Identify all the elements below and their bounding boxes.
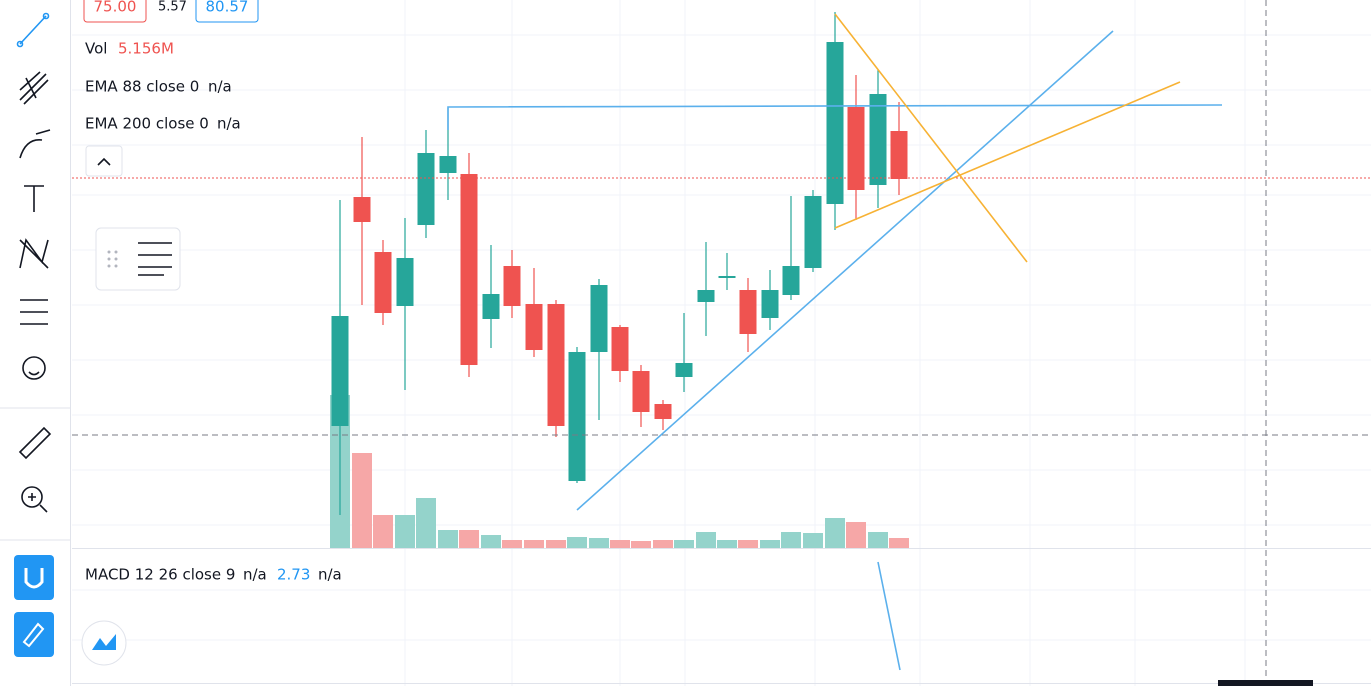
change-value: 5.57 [158,0,187,15]
volume-bar [803,533,823,548]
candle-body [396,258,414,306]
magnet-icon [24,568,44,589]
candle-body [503,266,521,306]
candle-body [718,276,736,278]
logo-icon [92,634,116,650]
volume-bar [481,535,501,548]
volume-bar [524,540,544,548]
volume-bar [610,540,630,548]
volume-bar [846,522,866,548]
grid [72,0,1371,686]
candle-body [590,285,608,352]
candle-body [697,290,715,302]
drag-handle [107,250,118,268]
candle-body [547,304,565,426]
candle-body [804,196,822,268]
logo[interactable] [81,620,127,666]
volume-bar [868,532,888,548]
candle-body [374,252,392,313]
macd-label: MACD 12 26 close 9 [85,566,235,584]
candle-body [761,290,779,318]
ema88-label: EMA 88 close 0 [85,78,199,96]
volume-bar [631,541,651,548]
candle-body [890,131,908,179]
collapse-icon [97,157,111,166]
open-box [83,0,147,23]
volume-bar [738,540,758,548]
macd-v2: 2.73 [277,566,310,584]
candle-body [331,316,349,426]
candle-body [826,42,844,204]
vol-value: 5.156M [118,40,174,58]
candle-body [739,290,757,334]
candle-body [353,197,371,222]
lock-icon [22,622,45,648]
settings-icon[interactable] [138,242,172,276]
volume-bar [717,540,737,548]
volume-bar [438,530,458,548]
volume-bar [889,538,909,548]
drawings[interactable] [447,13,1223,671]
volume-bar [781,532,801,548]
volume-bar [589,538,609,548]
ema200-label: EMA 200 close 0 [85,115,209,133]
lock-button[interactable] [14,612,54,657]
open-value: 75.00 [94,0,137,16]
time-label [1218,680,1313,686]
vol-label: Vol [85,40,107,58]
candle-body [869,94,887,185]
volume-bar [653,540,673,548]
volume-bar [459,530,479,548]
candle-body [525,304,543,350]
volume-bar [567,537,587,548]
high-value: 80.57 [206,0,249,16]
high-box [195,0,259,23]
volume-bar [546,540,566,548]
candle-body [439,156,457,173]
volume-bar [674,540,694,548]
macd-v1: n/a [243,566,267,584]
volume-bar [696,532,716,548]
volume-bar [825,518,845,548]
candle-body [417,153,435,225]
candle-body [675,363,693,377]
candle-body [568,352,586,481]
magnet-button[interactable] [14,555,54,600]
tool-icons[interactable] [16,12,52,513]
candles [331,12,908,515]
candle-body [782,266,800,295]
candle-body [847,107,865,190]
collapse-button[interactable] [85,145,123,177]
candle-body [611,327,629,371]
volume-bar [502,540,522,548]
candle-body [460,174,478,365]
volume-bar [395,515,415,548]
volume-bar [760,540,780,548]
ema88-value: n/a [208,78,232,96]
candle-body [482,294,500,319]
volume-bar [416,498,436,548]
volume-bar [352,453,372,548]
candle-body [654,404,672,419]
macd-v3: n/a [318,566,342,584]
volume-bars [330,395,909,548]
ema200-value: n/a [217,115,241,133]
volume-bar [373,515,393,548]
candle-body [632,371,650,412]
